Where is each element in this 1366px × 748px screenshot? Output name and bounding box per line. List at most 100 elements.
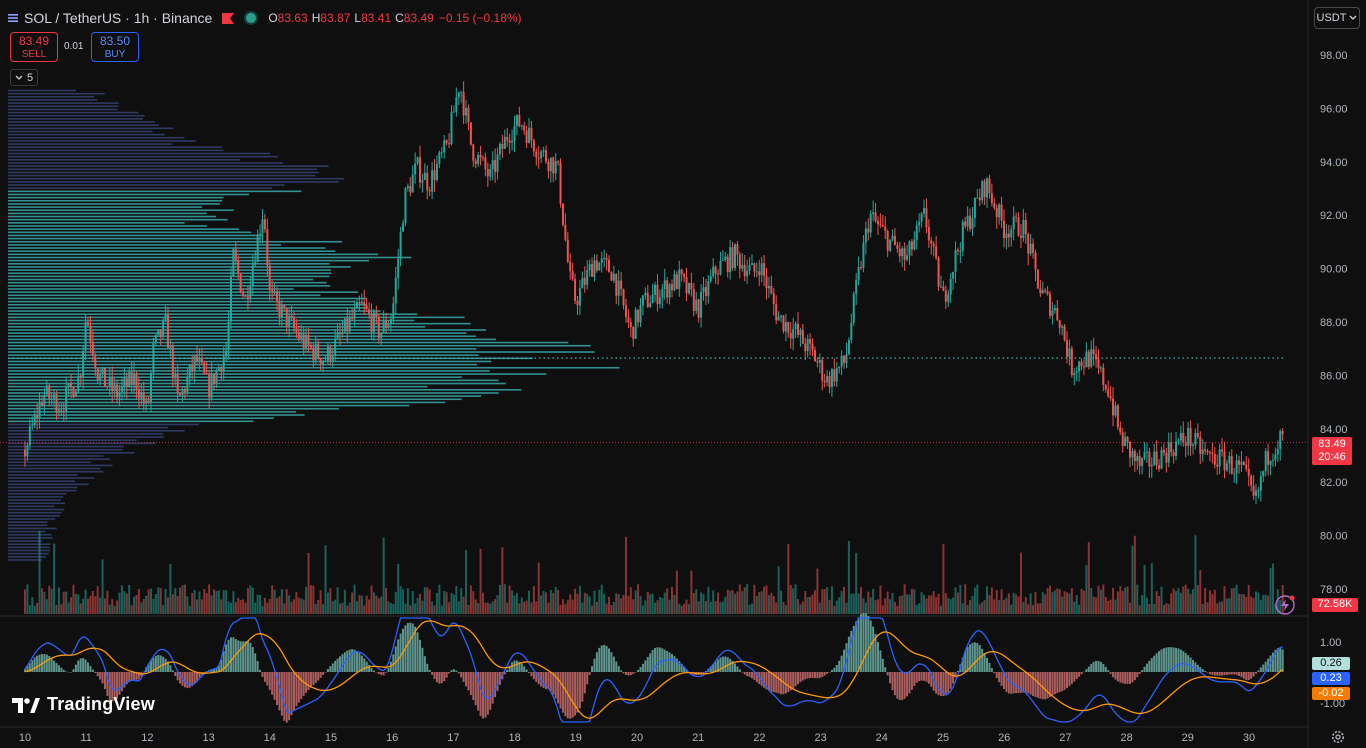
symbol-title[interactable]: SOL / TetherUS · 1h · Binance xyxy=(24,10,213,26)
candle-body xyxy=(1235,460,1238,474)
lightning-icon[interactable] xyxy=(1274,594,1296,616)
volume-profile-bar xyxy=(8,417,274,419)
macd-histogram-bar xyxy=(668,652,671,672)
spread-value: 0.01 xyxy=(64,41,84,52)
macd-histogram-bar xyxy=(479,672,482,717)
candle-body xyxy=(159,329,162,338)
volume-bar xyxy=(385,587,388,614)
macd-histogram-bar xyxy=(513,660,516,672)
macd-histogram-bar xyxy=(266,672,269,686)
volume-profile-bar xyxy=(8,118,143,120)
candle-body xyxy=(397,258,400,278)
macd-histogram-bar xyxy=(246,640,249,672)
gear-icon[interactable] xyxy=(1330,729,1346,745)
chevron-down-icon xyxy=(15,75,23,80)
candle-body xyxy=(1104,385,1107,390)
macd-histogram-bar xyxy=(881,658,884,672)
candle-body xyxy=(1150,464,1153,467)
volume-bar xyxy=(33,605,36,614)
volume-bar xyxy=(981,602,984,614)
candle-body xyxy=(508,140,511,143)
volume-bar xyxy=(193,589,196,614)
volume-profile-bar xyxy=(8,524,48,527)
volume-bar xyxy=(666,588,669,614)
volume-bar xyxy=(65,591,68,614)
volume-bar xyxy=(923,594,926,614)
candle-body xyxy=(53,394,56,399)
volume-bar xyxy=(1143,565,1146,614)
volume-bar xyxy=(380,596,383,614)
candle-body xyxy=(309,345,312,348)
volume-tag: 72.58K xyxy=(1312,598,1358,612)
currency-button[interactable]: USDT xyxy=(1314,7,1360,29)
brand-name: TradingView xyxy=(47,694,155,714)
candle-body xyxy=(360,301,363,304)
volume-profile-bar xyxy=(8,96,94,98)
volume-bar xyxy=(520,597,523,614)
macd-tick-label: 1.00 xyxy=(1320,637,1341,649)
volume-bar xyxy=(1247,585,1250,614)
macd-histogram-bar xyxy=(850,630,853,672)
volume-profile-bar xyxy=(8,237,262,240)
volume-profile-bar xyxy=(8,99,98,101)
macd-histogram-bar xyxy=(910,672,913,690)
volume-bar xyxy=(254,602,257,614)
volume-bar xyxy=(826,587,829,614)
macd-histogram-bar xyxy=(302,672,305,696)
volume-bar xyxy=(1039,603,1042,614)
macd-histogram-bar xyxy=(729,658,732,672)
macd-histogram-bar xyxy=(307,672,310,691)
macd-histogram-bar xyxy=(1095,660,1098,672)
candle-body xyxy=(770,286,773,294)
volume-profile-bar xyxy=(8,411,297,413)
volume-bar xyxy=(898,596,901,614)
candle-body xyxy=(620,280,623,290)
sell-button[interactable]: 83.49 SELL xyxy=(10,32,58,62)
macd-histogram-bar xyxy=(600,645,603,672)
price-tick-label: 92.00 xyxy=(1320,210,1348,222)
macd-histogram-bar xyxy=(1015,672,1018,694)
buy-button[interactable]: 83.50 BUY xyxy=(91,32,139,62)
macd-histogram-bar xyxy=(1279,648,1282,672)
candle-body xyxy=(956,249,959,252)
candle-body xyxy=(1245,464,1248,469)
tradingview-brand[interactable]: TradingView xyxy=(12,694,155,715)
volume-bar xyxy=(120,585,123,614)
macd-histogram-bar xyxy=(1172,647,1175,672)
macd-value-tag: 0.26 xyxy=(1312,657,1350,670)
candle-body xyxy=(1196,433,1199,437)
candle-body xyxy=(1126,436,1129,442)
macd-histogram-bar xyxy=(658,647,661,672)
macd-histogram-bar xyxy=(169,665,172,672)
candle-body xyxy=(1056,307,1059,321)
candle-body xyxy=(1252,485,1255,496)
volume-profile-bar xyxy=(8,354,479,356)
volume-bar xyxy=(24,589,26,614)
candle-body xyxy=(978,197,981,201)
indicators-toggle-button[interactable]: 5 xyxy=(10,69,38,86)
volume-bar xyxy=(213,589,216,614)
candle-body xyxy=(188,364,191,378)
macd-histogram-bar xyxy=(474,672,477,706)
macd-histogram-bar xyxy=(324,672,327,673)
volume-bar xyxy=(939,605,942,614)
macd-histogram-bar xyxy=(797,672,800,685)
red-flag-icon[interactable] xyxy=(222,12,235,24)
volume-bar xyxy=(772,595,775,614)
candle-body xyxy=(116,384,119,398)
macd-histogram-bar xyxy=(889,672,892,684)
volume-bar xyxy=(1242,594,1245,614)
candle-body xyxy=(920,213,923,222)
volume-profile-bar xyxy=(8,256,412,259)
macd-histogram-bar xyxy=(220,659,223,672)
candle-body xyxy=(826,376,829,383)
volume-profile-bar xyxy=(8,502,66,505)
volume-bar xyxy=(169,563,172,614)
macd-histogram-bar xyxy=(406,623,409,672)
macd-histogram-bar xyxy=(433,672,436,679)
macd-histogram-bar xyxy=(746,672,749,676)
low-label: L xyxy=(354,11,362,25)
candle-body xyxy=(932,243,935,247)
